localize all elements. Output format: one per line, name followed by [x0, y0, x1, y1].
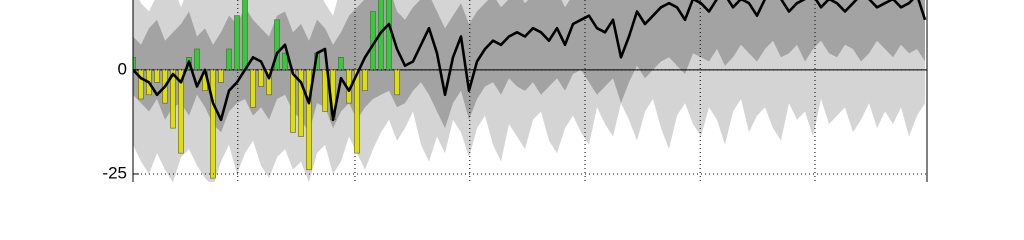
- bar: [322, 69, 328, 112]
- bar: [386, 0, 392, 71]
- bar: [210, 69, 216, 179]
- bar: [226, 48, 232, 71]
- bar: [242, 0, 248, 71]
- plot-area: [133, 0, 927, 182]
- bar: [290, 69, 296, 133]
- chart: -25 0: [102, 0, 928, 182]
- bar: [194, 48, 200, 71]
- bar: [138, 69, 144, 100]
- bar: [362, 69, 368, 91]
- bar: [154, 69, 160, 83]
- bar: [218, 69, 224, 83]
- y-tick-label: -25: [102, 163, 127, 182]
- y-tick-label: 0: [118, 59, 127, 78]
- bar: [338, 57, 344, 71]
- bar: [234, 15, 240, 71]
- bar: [250, 69, 256, 108]
- axes: -25 0: [102, 0, 928, 182]
- bar: [258, 69, 264, 87]
- bar: [133, 57, 136, 71]
- bar: [394, 69, 400, 96]
- bar: [354, 69, 360, 154]
